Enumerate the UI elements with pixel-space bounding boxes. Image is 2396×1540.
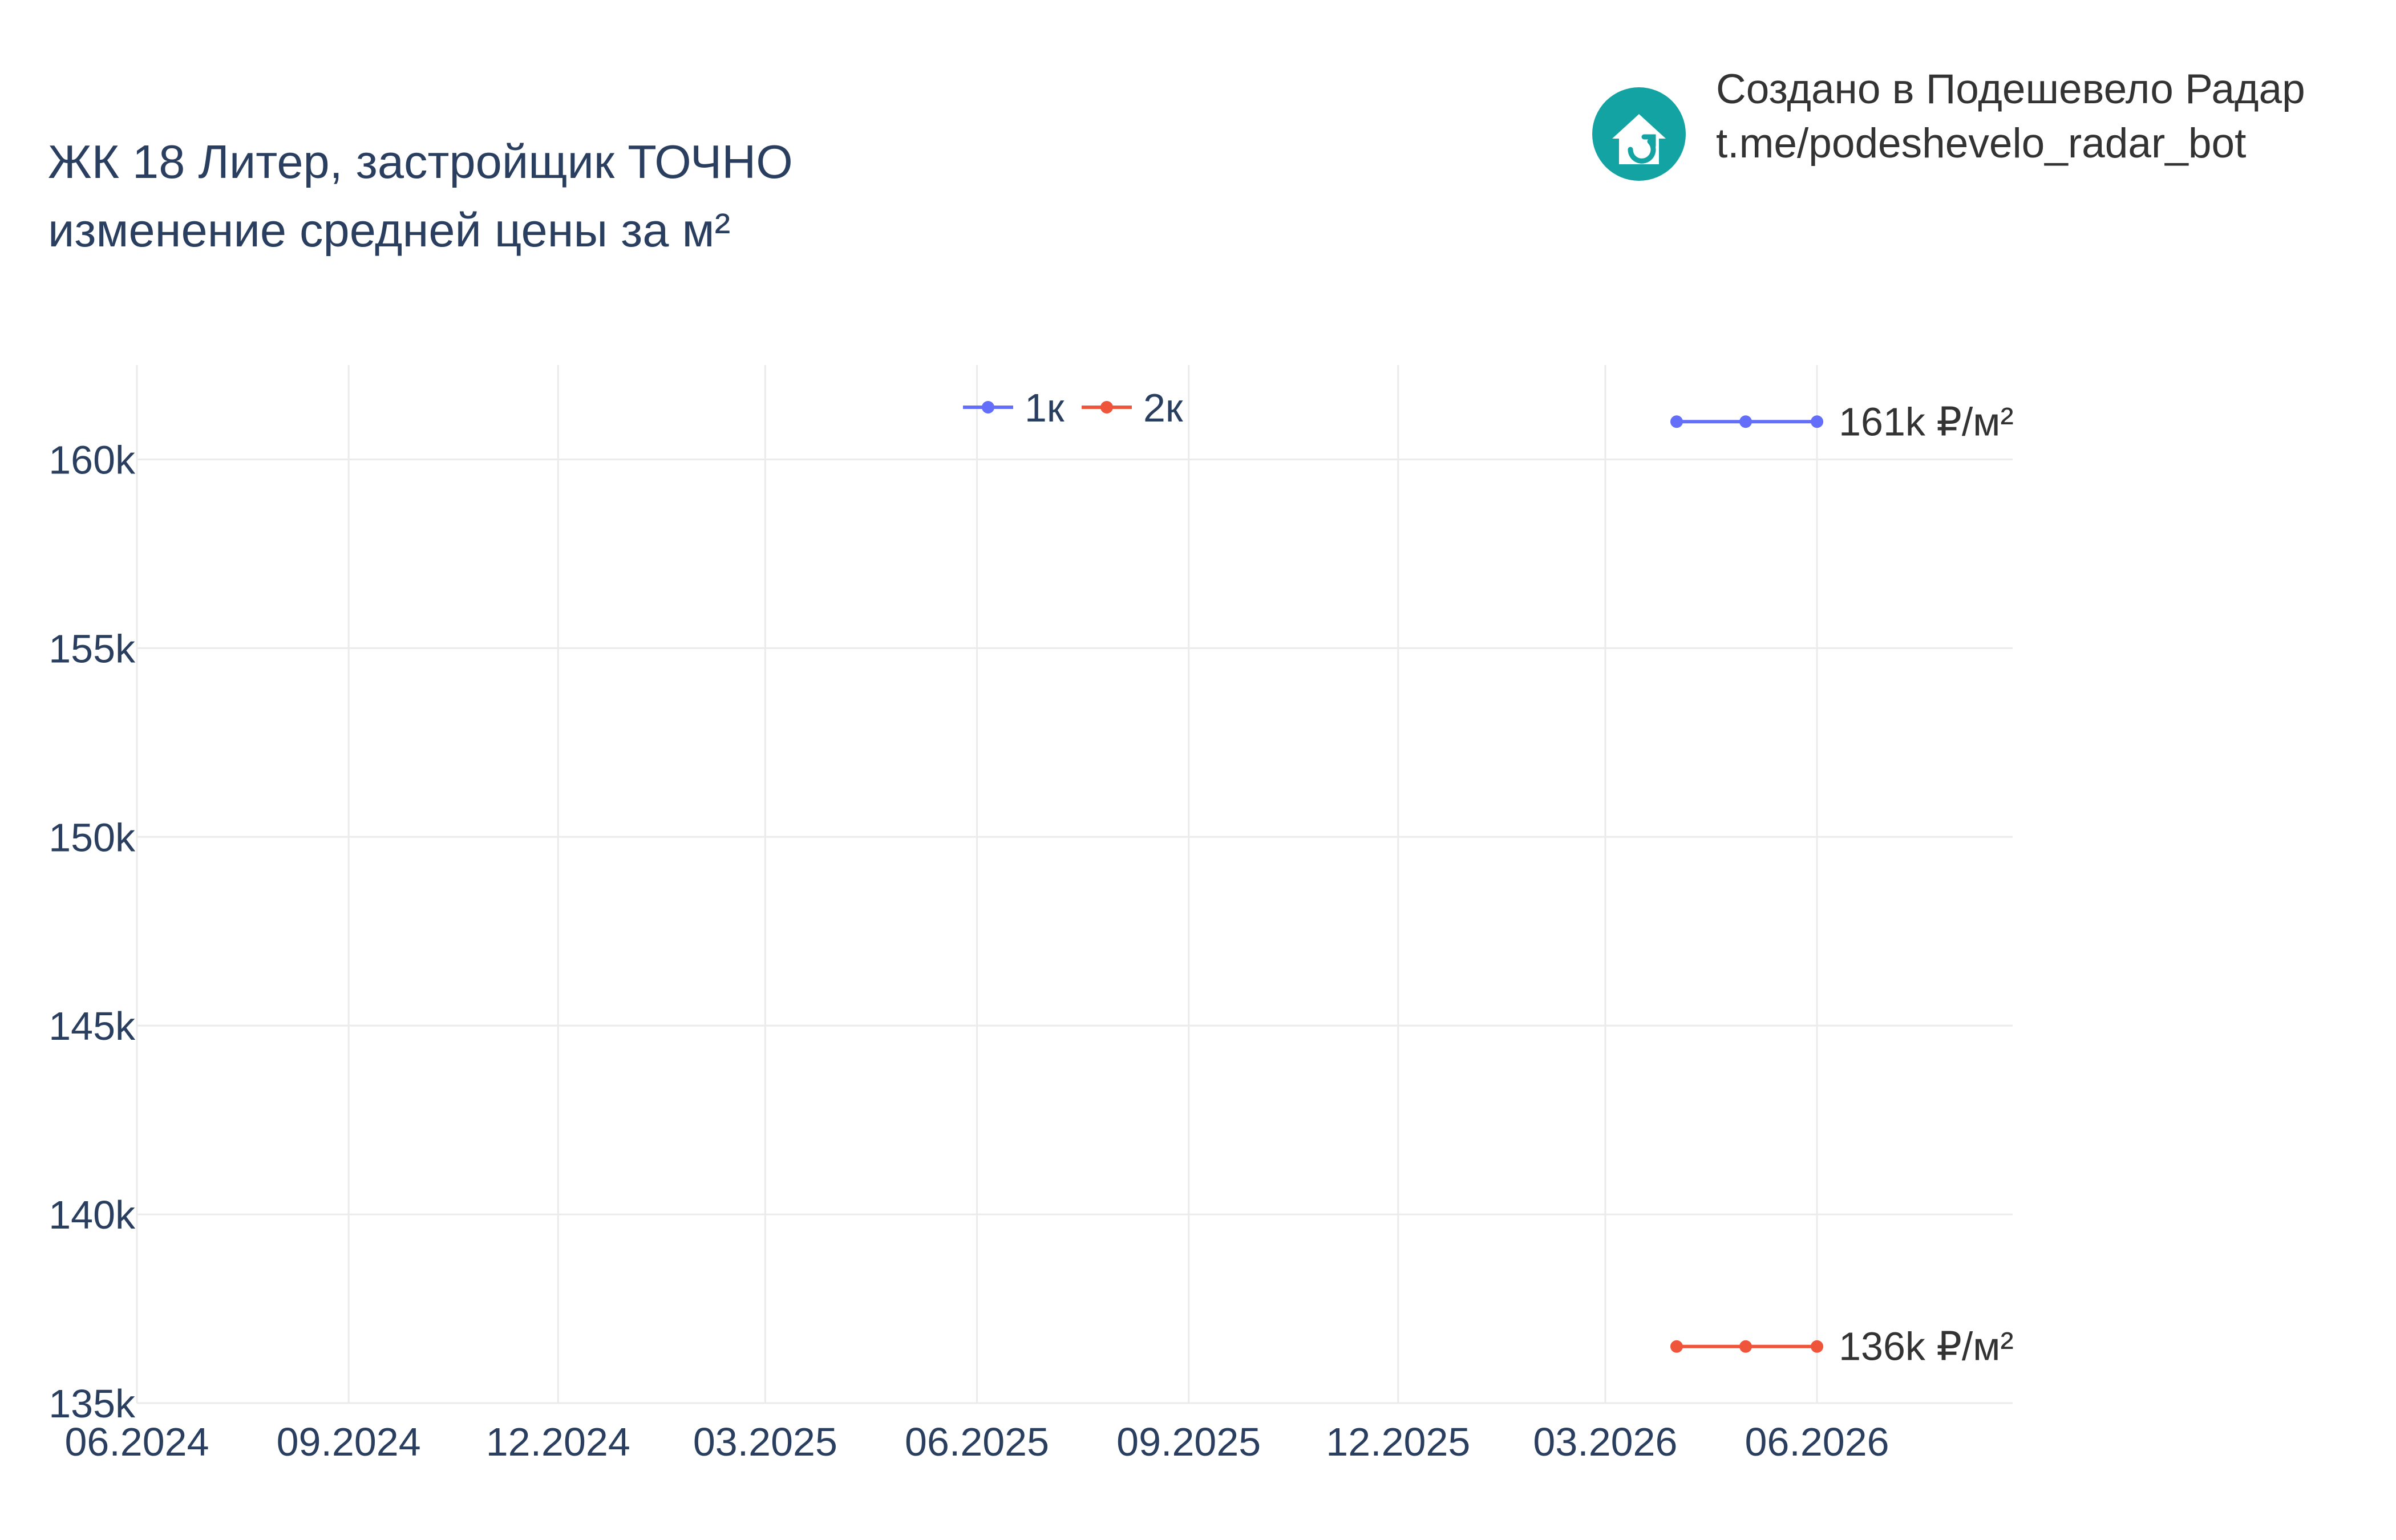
legend-item-2[interactable]: 2к — [1082, 386, 1183, 430]
data-point — [1811, 1340, 1824, 1353]
legend-marker — [982, 401, 994, 414]
data-point — [1811, 415, 1824, 428]
series-1: 161k ₽/м² — [1670, 399, 2014, 444]
series-end-label: 161k ₽/м² — [1839, 399, 2014, 444]
y-tick-label: 135k — [48, 1381, 136, 1426]
legend-marker — [1100, 401, 1113, 414]
brand-name: Создано в Подешевело Радар — [1716, 66, 2305, 112]
y-tick-label: 155k — [48, 626, 136, 671]
x-tick-label: 06.2026 — [1745, 1420, 1889, 1464]
y-tick-label: 140k — [48, 1193, 136, 1237]
x-tick-label: 03.2025 — [693, 1420, 837, 1464]
legend: 1к 2к — [963, 386, 1183, 430]
axes: 06.2024 09.2024 12.2024 03.2025 06.2025 09.20… — [48, 437, 1889, 1464]
grid — [136, 365, 2013, 1404]
brand-logo — [1592, 87, 1686, 181]
data-point — [1739, 1340, 1753, 1353]
x-tick-label: 12.2025 — [1326, 1420, 1470, 1464]
series: 161k ₽/м² 136k ₽/м² — [1670, 399, 2014, 1369]
x-tick-label: 06.2025 — [905, 1420, 1049, 1464]
x-tick-label: 03.2026 — [1533, 1420, 1677, 1464]
x-tick-label: 09.2024 — [277, 1420, 421, 1464]
data-point — [1670, 415, 1683, 428]
series-2: 136k ₽/м² — [1670, 1324, 2014, 1369]
x-tick-label: 09.2025 — [1116, 1420, 1261, 1464]
x-tick-label: 12.2024 — [486, 1420, 630, 1464]
data-point — [1670, 1340, 1683, 1353]
legend-label: 1к — [1025, 386, 1065, 430]
chart-title-line1: ЖК 18 Литер, застройщик ТОЧНО — [48, 135, 793, 188]
legend-item-1[interactable]: 1к — [963, 386, 1065, 430]
x-tick-label: 06.2024 — [64, 1420, 209, 1464]
legend-label: 2к — [1143, 386, 1183, 430]
data-point — [1739, 415, 1753, 428]
brand-link[interactable]: t.me/podeshevelo_radar_bot — [1716, 120, 2246, 167]
series-end-label: 136k ₽/м² — [1839, 1324, 2014, 1369]
chart-title-line2: изменение средней цены за м² — [48, 204, 730, 257]
y-tick-label: 145k — [48, 1004, 136, 1048]
house-arrow-icon — [1612, 114, 1666, 164]
y-tick-label: 160k — [48, 437, 136, 482]
y-tick-label: 150k — [48, 815, 136, 860]
